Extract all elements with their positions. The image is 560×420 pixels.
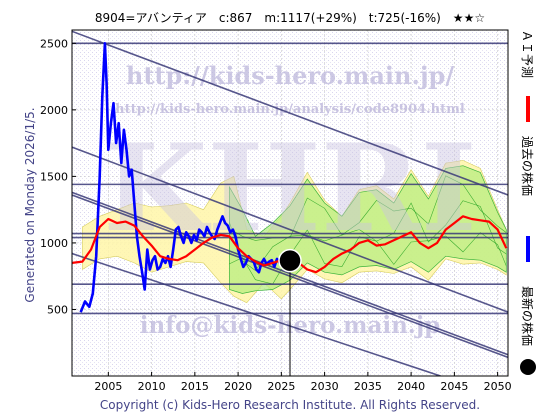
x-axis-ticks: 2005 2010 2015 2020 2025 2030 2035 2040 2045 2050 xyxy=(94,372,512,393)
y-axis-ticks: 500 1000 1500 2000 2500 xyxy=(40,37,76,316)
y-tick-label: 1500 xyxy=(40,170,68,183)
x-tick-label: 2010 xyxy=(138,380,166,393)
trend-line xyxy=(72,30,508,196)
x-tick-label: 2030 xyxy=(311,380,339,393)
series-past-price xyxy=(79,42,291,313)
x-tick-label: 2015 xyxy=(181,380,209,393)
current-price-marker xyxy=(278,248,302,376)
plot-frame xyxy=(71,29,509,377)
legend-label: 過去の株価 xyxy=(520,136,535,196)
chart-title: 8904=アバンティア c:867 m:1117(+29%) t:725(-16… xyxy=(95,11,485,25)
forecast-scenario-line xyxy=(229,229,507,285)
y-tick-label: 500 xyxy=(47,303,68,316)
trend-line xyxy=(72,252,441,376)
copyright: Copyright (c) Kids-Hero Research Institu… xyxy=(100,398,480,412)
y-tick-label: 1000 xyxy=(40,237,68,250)
x-tick-label: 2025 xyxy=(267,380,295,393)
generated-label: Generated on Monday 2026/1/5. xyxy=(23,107,37,302)
y-tick-label: 2500 xyxy=(40,37,68,50)
x-tick-label: 2035 xyxy=(354,380,382,393)
forecast-scenario-line xyxy=(229,200,507,271)
x-tick-label: 2005 xyxy=(94,380,122,393)
legend-label: ＡＩ予測 xyxy=(520,30,534,78)
current-price-dot xyxy=(278,248,302,273)
x-tick-label: 2050 xyxy=(484,380,512,393)
forecast-scenario-line xyxy=(229,175,507,241)
watermark-url: http://kids-hero.main.jp/ xyxy=(126,61,454,90)
y-tick-label: 2000 xyxy=(40,104,68,117)
trend-line xyxy=(72,146,508,313)
x-tick-label: 2020 xyxy=(224,380,252,393)
legend-label: 最新の株価 xyxy=(520,286,535,346)
x-tick-label: 2040 xyxy=(397,380,425,393)
watermark-analysis-url: http://kids-hero.main.jp/analysis/code89… xyxy=(115,102,465,117)
legend-swatch xyxy=(520,359,536,375)
x-tick-label: 2045 xyxy=(440,380,468,393)
